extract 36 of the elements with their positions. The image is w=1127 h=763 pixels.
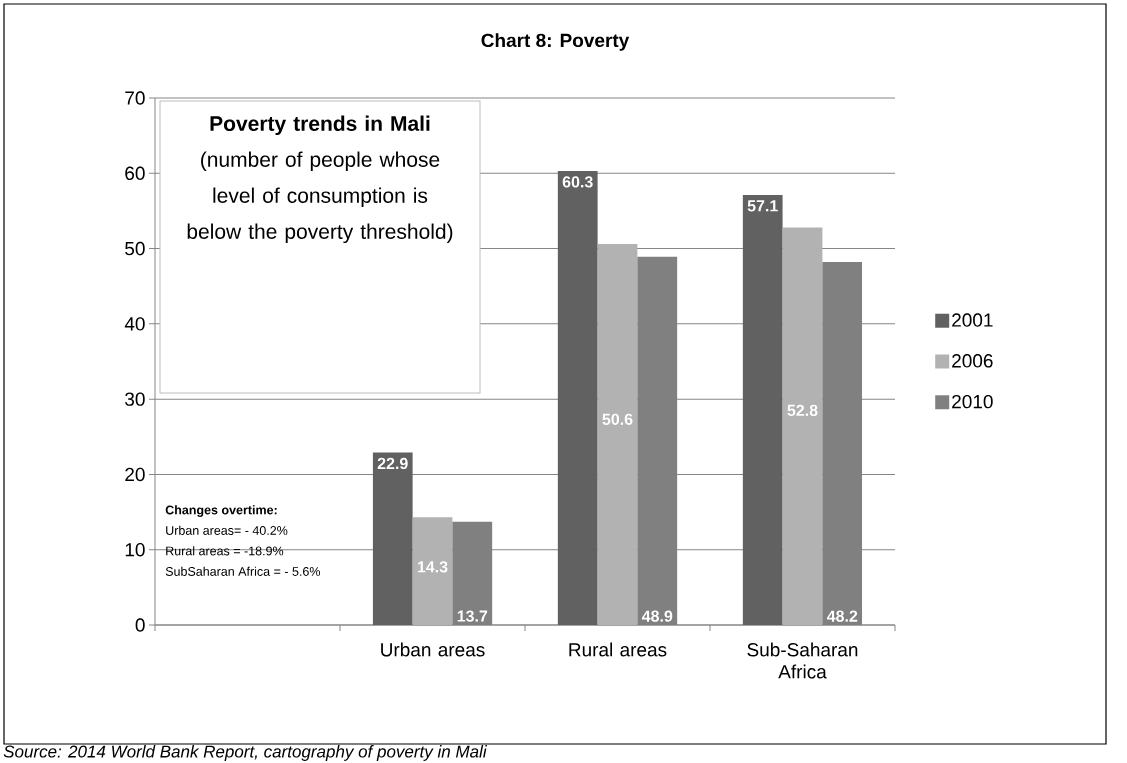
y-tick-label: 40 (124, 317, 145, 331)
legend-label: 2010 (952, 394, 993, 409)
bar (742, 195, 783, 625)
bar (782, 227, 823, 625)
bar (557, 171, 598, 625)
annotation: SubSaharan Africa = - 5.6% (165, 566, 321, 576)
y-tick-label: 50 (125, 241, 145, 256)
y-tick-label: 20 (125, 467, 145, 482)
legend-label: 2006 (952, 354, 993, 368)
y-tick-label: 70 (125, 91, 145, 105)
data-label: 13.7 (457, 610, 488, 622)
data-label: 14.3 (417, 561, 448, 573)
y-tick-label: 0 (135, 618, 145, 632)
x-tick-label: Rural areas (569, 642, 667, 657)
bar (372, 452, 413, 625)
chart-title: Chart 8: Poverty (481, 33, 630, 51)
y-tick-label: 30 (125, 392, 145, 406)
bar (597, 244, 638, 625)
data-label: 50.6 (602, 413, 633, 425)
source-note: Source: 2014 World Bank Report, cartography of poverty in Mali (3, 745, 487, 761)
data-label: 22.9 (377, 457, 408, 470)
y-tick-label: 10 (125, 542, 145, 557)
data-label: 60.3 (562, 176, 593, 188)
annotation: Poverty trends in Mali (number of people whose level of consumption is below the poverty threshold) (187, 115, 453, 244)
annotation: Urban areas= - 40.2% (166, 525, 288, 535)
x-tick-label: Sub-Saharan Africa (747, 642, 858, 679)
data-label: 48.9 (641, 610, 673, 622)
data-label: 48.2 (826, 610, 858, 622)
data-label: 57.1 (747, 200, 778, 212)
x-tick-label: Urban areas (381, 642, 485, 657)
bar (412, 517, 453, 625)
annotation: Rural areas = -18.9% (166, 546, 284, 556)
data-label: 52.8 (787, 404, 818, 417)
legend-label: 2001 (952, 313, 993, 327)
y-tick-label: 60 (125, 166, 145, 181)
annotation: Changes overtime: (165, 505, 277, 517)
